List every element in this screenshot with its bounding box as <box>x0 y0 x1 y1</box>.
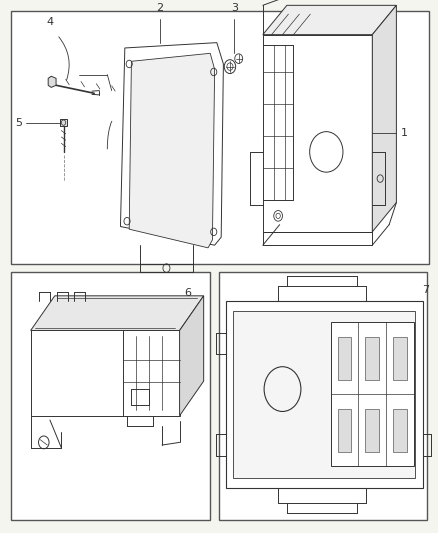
Polygon shape <box>48 76 56 87</box>
Text: 3: 3 <box>231 3 238 13</box>
Bar <box>365 409 379 452</box>
Bar <box>31 330 180 416</box>
Text: 2: 2 <box>156 3 163 13</box>
Bar <box>226 301 423 488</box>
Polygon shape <box>60 119 67 126</box>
Text: 5: 5 <box>15 118 22 127</box>
Bar <box>331 322 414 466</box>
Polygon shape <box>120 43 223 245</box>
Bar <box>393 337 407 380</box>
Text: 7: 7 <box>422 285 429 295</box>
Bar <box>219 272 427 520</box>
Bar <box>338 337 351 380</box>
Bar <box>263 35 372 232</box>
Polygon shape <box>372 5 396 232</box>
Text: 6: 6 <box>184 288 191 298</box>
Polygon shape <box>180 296 204 416</box>
Text: 1: 1 <box>401 128 408 138</box>
Polygon shape <box>263 5 396 35</box>
Bar <box>365 337 379 380</box>
Bar <box>338 409 351 452</box>
Text: 4: 4 <box>47 17 54 27</box>
Bar <box>11 11 429 264</box>
Bar <box>233 311 415 478</box>
Polygon shape <box>31 296 204 330</box>
Polygon shape <box>129 53 215 248</box>
Bar <box>11 272 210 520</box>
Bar <box>393 409 407 452</box>
